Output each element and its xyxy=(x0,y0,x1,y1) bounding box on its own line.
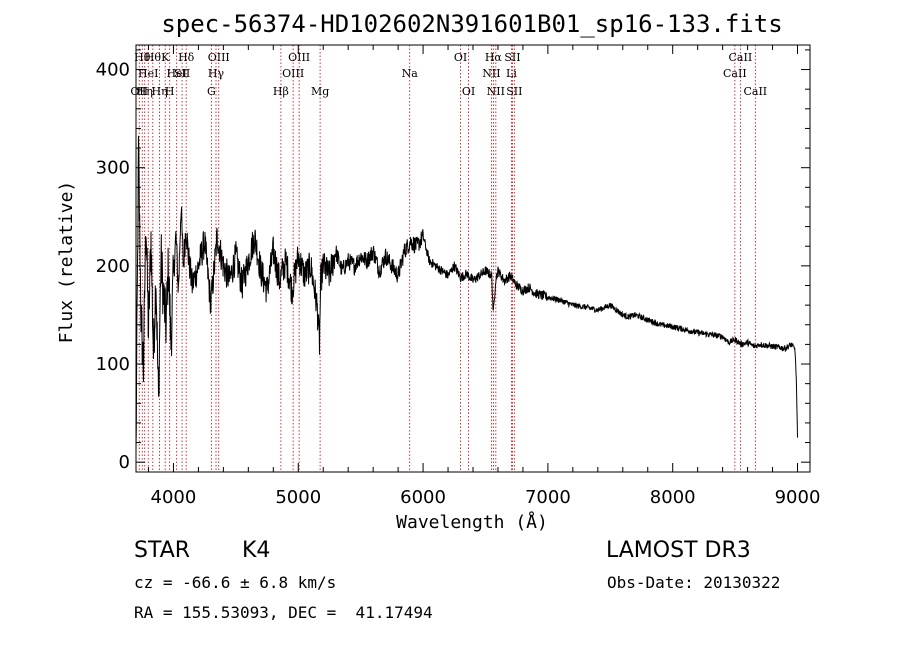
x-tick-label-7000: 7000 xyxy=(525,487,571,508)
line-label-5: Hη xyxy=(151,85,167,98)
line-label-0: OII xyxy=(130,85,148,98)
object-class: STAR xyxy=(134,538,191,563)
y-tick-label-300: 300 xyxy=(96,158,130,179)
line-label-9: SII xyxy=(174,67,190,80)
line-label-20: OI xyxy=(462,85,475,98)
object-subclass: K4 xyxy=(242,538,271,563)
line-label-12: Hγ xyxy=(208,67,225,80)
survey-name: LAMOST DR3 xyxy=(606,538,751,563)
line-label-2: Hη xyxy=(137,85,153,98)
x-tick-label-4000: 4000 xyxy=(151,487,197,508)
y-tick-label-0: 0 xyxy=(119,452,130,473)
x-tick-label-8000: 8000 xyxy=(650,487,696,508)
line-label-4: Hθ xyxy=(145,51,162,64)
chart-title: spec-56374-HD102602N391601B01_sp16-133.f… xyxy=(161,10,782,38)
line-label-10: Hδ xyxy=(178,51,195,64)
x-tick-label-5000: 5000 xyxy=(275,487,321,508)
line-label-1: Hθ xyxy=(134,51,151,64)
x-axis-ticks: 4000 5000 6000 7000 8000 9000 xyxy=(147,45,821,508)
line-label-3: HeI xyxy=(138,67,158,80)
redshift-text: cz = -66.6 ± 6.8 km/s xyxy=(134,573,337,592)
line-label-15: OIII xyxy=(282,67,304,80)
line-label-16: OIII xyxy=(288,51,310,64)
x-axis-label: Wavelength (Å) xyxy=(396,511,548,533)
flux-line xyxy=(135,135,798,449)
flux-series xyxy=(135,135,798,449)
line-label-11: G xyxy=(207,85,216,98)
line-label-7: H xyxy=(165,85,175,98)
y-axis-ticks: 0 100 200 300 400 xyxy=(96,49,810,473)
line-label-23: NII xyxy=(487,85,505,98)
coordinates: RA = 155.53093, DEC = 41.17494 xyxy=(134,603,433,622)
y-tick-label-200: 200 xyxy=(96,256,130,277)
x-tick-label-6000: 6000 xyxy=(400,487,446,508)
line-label-28: CaII xyxy=(729,51,753,64)
line-label-14: Hβ xyxy=(273,85,289,98)
line-label-6: K xyxy=(161,51,170,64)
line-label-27: CaII xyxy=(723,67,747,80)
obs-date: Obs-Date: 20130322 xyxy=(607,573,781,592)
line-label-13: OIII xyxy=(208,51,230,64)
spectral-line-markers xyxy=(138,45,756,472)
y-tick-label-400: 400 xyxy=(96,60,130,81)
line-label-26: SII xyxy=(506,85,522,98)
spectral-line-labels: OIIHθHηHeIHθHηKHHeISIIHδGHγOIIIHβOIIIOII… xyxy=(130,51,767,98)
line-label-25: SII xyxy=(504,51,520,64)
y-axis-label: Flux (relative) xyxy=(56,181,77,344)
line-label-21: NII xyxy=(482,67,500,80)
line-label-29: CaII xyxy=(743,85,767,98)
x-tick-label-9000: 9000 xyxy=(775,487,821,508)
line-label-18: Na xyxy=(402,67,419,80)
line-label-8: HeI xyxy=(166,67,186,80)
line-label-19: OI xyxy=(454,51,467,64)
y-tick-label-100: 100 xyxy=(96,354,130,375)
line-label-24: Li xyxy=(506,67,517,80)
line-label-22: Hα xyxy=(485,51,503,64)
line-label-17: Mg xyxy=(311,85,329,98)
